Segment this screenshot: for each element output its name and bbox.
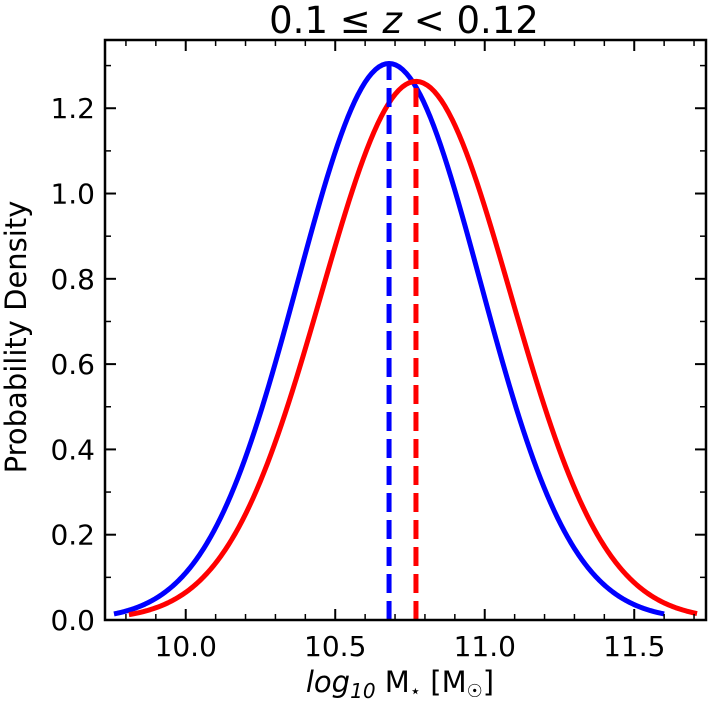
title-prefix: 0.1 ≤ bbox=[269, 0, 382, 42]
xlabel-star: ⋆ bbox=[410, 681, 421, 702]
y-tick-label: 0.6 bbox=[50, 348, 95, 381]
y-axis-label: Probability Density bbox=[0, 201, 33, 474]
series-layer bbox=[113, 60, 698, 620]
xlabel-log: log bbox=[306, 665, 350, 699]
x-tick-label: 11.5 bbox=[603, 630, 665, 663]
xlabel-sun: ☉ bbox=[467, 681, 483, 702]
x-tick-label: 11.0 bbox=[454, 630, 516, 663]
series-line-2 bbox=[128, 78, 698, 618]
y-tick-label: 1.0 bbox=[50, 178, 95, 211]
xlabel-unit: [M bbox=[421, 665, 467, 699]
chart-title: 0.1 ≤ z < 0.12 bbox=[269, 0, 539, 42]
xlabel-mass: M bbox=[376, 665, 410, 699]
title-suffix: < 0.12 bbox=[402, 0, 539, 42]
y-tick-label: 0.8 bbox=[50, 263, 95, 296]
y-tick-label: 0.2 bbox=[50, 519, 95, 552]
xlabel-subscript: 10 bbox=[350, 679, 375, 703]
xlabel-close: ] bbox=[483, 665, 494, 699]
tick-layer: 10.0 10.5 11.0 11.5 0.0 0.2 0.4 0.6 0.8 1.0 1.2 bbox=[50, 40, 706, 663]
x-tick-label: 10.0 bbox=[155, 630, 217, 663]
x-tick-label: 10.5 bbox=[304, 630, 366, 663]
y-tick-label: 0.0 bbox=[50, 604, 95, 637]
title-variable: z bbox=[382, 0, 404, 42]
plot-frame bbox=[103, 38, 708, 622]
y-tick-label: 1.2 bbox=[50, 92, 95, 125]
x-axis-label: log10 M⋆ [M☉] bbox=[306, 665, 494, 703]
y-tick-label: 0.4 bbox=[50, 433, 95, 466]
